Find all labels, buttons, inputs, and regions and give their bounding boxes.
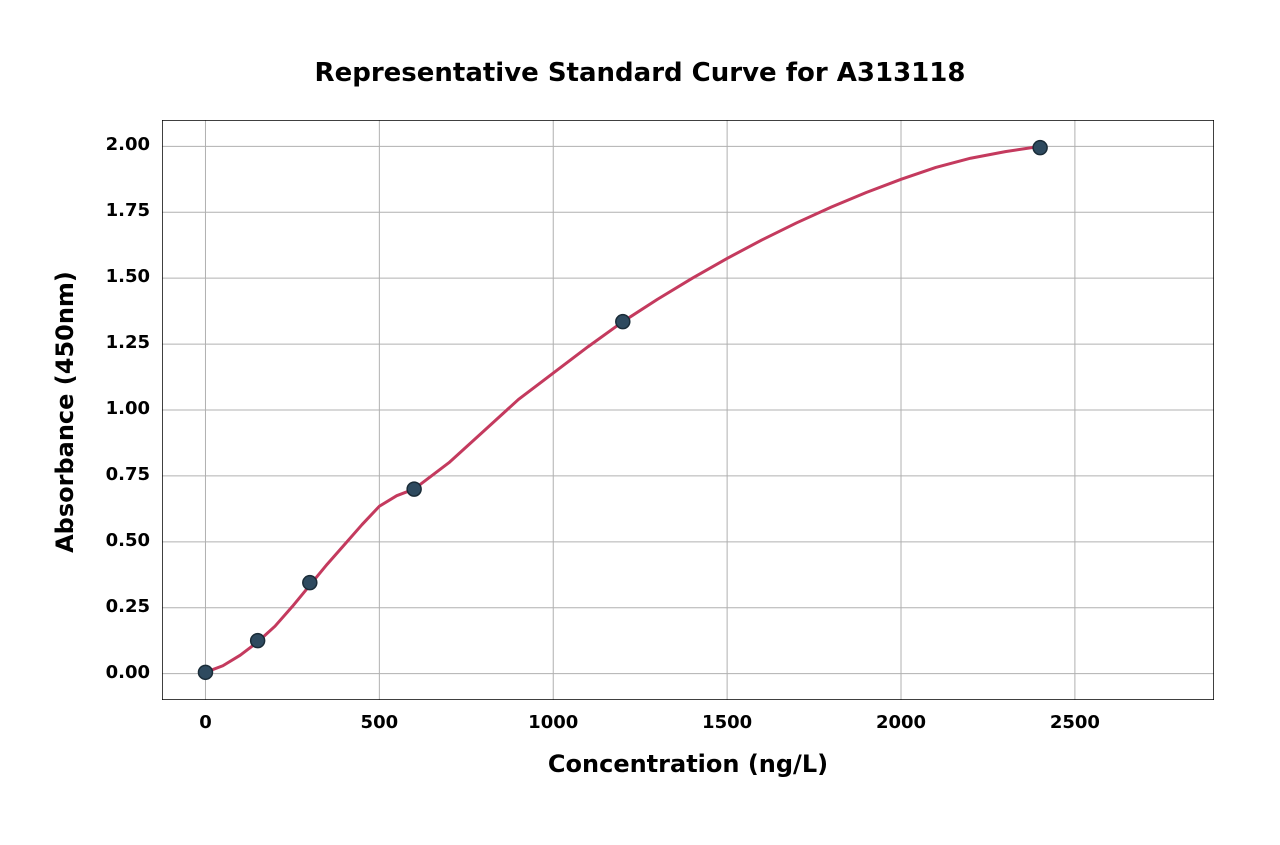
y-tick-label: 2.00 [106,134,150,155]
y-tick-label: 1.75 [106,200,150,221]
x-tick-label: 500 [349,712,409,733]
y-tick-label: 0.25 [106,596,150,617]
x-tick-label: 1000 [523,712,583,733]
y-tick-label: 0.75 [106,464,150,485]
x-tick-label: 0 [175,712,235,733]
figure: Representative Standard Curve for A31311… [0,0,1280,845]
chart-title: Representative Standard Curve for A31311… [0,58,1280,88]
y-tick-label: 1.50 [106,266,150,287]
x-tick-label: 2500 [1045,712,1105,733]
y-tick-label: 0.50 [106,530,150,551]
x-tick-label: 2000 [871,712,931,733]
y-axis-label: Absorbance (450nm) [51,122,79,702]
x-tick-label: 1500 [697,712,757,733]
y-tick-label: 1.00 [106,398,150,419]
y-tick-label: 1.25 [106,332,150,353]
plot-area-svg [162,120,1214,700]
x-axis-label: Concentration (ng/L) [162,750,1214,778]
y-tick-label: 0.00 [106,662,150,683]
